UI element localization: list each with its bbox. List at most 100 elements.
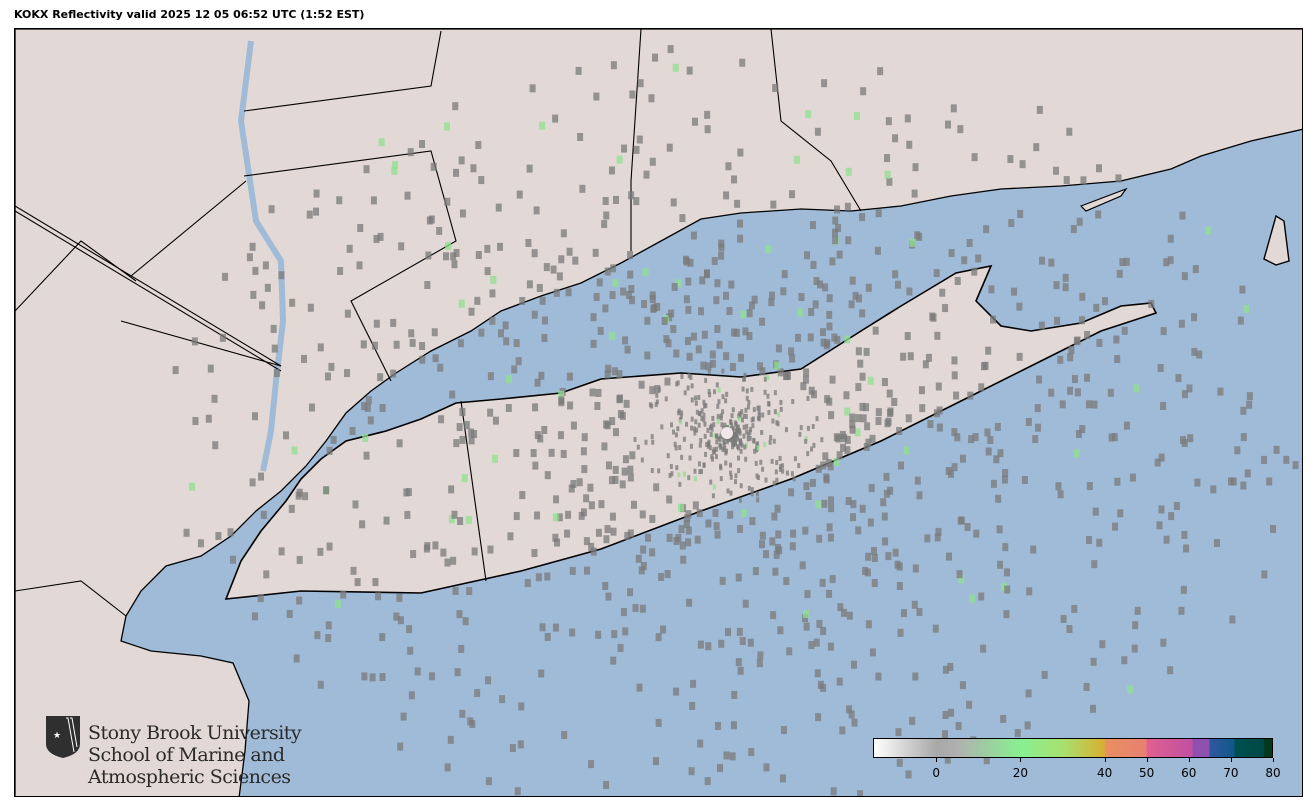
radar-echo [623, 399, 630, 408]
radar-echo [670, 198, 677, 207]
radar-echo [722, 441, 726, 447]
radar-echo [595, 528, 602, 537]
radar-echo [702, 399, 706, 405]
radar-echo [1076, 217, 1083, 226]
radar-echo [468, 436, 475, 445]
radar-echo [827, 462, 834, 471]
radar-echo [616, 395, 623, 404]
radar-echo [1055, 482, 1062, 491]
radar-echo [544, 632, 551, 641]
radar-echo [914, 476, 921, 485]
radar-echo [829, 575, 836, 584]
radar-echo [819, 578, 826, 587]
radar-echo [891, 397, 898, 406]
radar-echo [1016, 352, 1023, 361]
state-borders [15, 29, 862, 617]
radar-echo [871, 554, 878, 563]
radar-echo [737, 234, 744, 243]
radar-echo [950, 104, 957, 113]
radar-echo [517, 740, 524, 749]
colorbar-tick [1020, 758, 1022, 762]
radar-echo [756, 659, 763, 668]
radar-echo [748, 748, 755, 757]
radar-echo [956, 570, 963, 579]
radar-echo [1000, 582, 1007, 591]
colorbar-tick-label: 40 [1096, 766, 1113, 780]
logo-line-3: Atmospheric Sciences [88, 766, 291, 788]
radar-echo [780, 287, 787, 296]
radar-echo [748, 429, 752, 435]
radar-echo [453, 439, 460, 448]
radar-echo [804, 590, 811, 599]
radar-echo [655, 633, 662, 642]
radar-echo [785, 470, 789, 476]
radar-echo [697, 394, 701, 400]
radar-echo [566, 247, 573, 256]
radar-echo [959, 454, 966, 463]
radar-echo [567, 401, 574, 410]
radar-echo [1025, 417, 1032, 426]
radar-echo [791, 399, 795, 405]
radar-echo [809, 478, 816, 487]
radar-echo [296, 596, 303, 605]
radar-echo [1183, 544, 1190, 553]
map-title: KOKX Reflectivity valid 2025 12 05 06:52… [14, 8, 365, 21]
radar-echo [944, 120, 951, 129]
fishers-island [1079, 187, 1128, 212]
radar-echo [736, 219, 743, 228]
radar-echo [1240, 433, 1247, 442]
colorbar-tick-label: 80 [1265, 766, 1281, 780]
radar-echo [539, 121, 546, 130]
radar-echo [746, 309, 753, 318]
radar-echo [624, 531, 631, 540]
radar-echo [432, 541, 439, 550]
radar-echo [596, 278, 603, 287]
radar-echo [489, 316, 496, 325]
radar-echo [767, 401, 771, 407]
radar-echo [1210, 485, 1217, 494]
radar-echo [985, 346, 992, 355]
radar-echo [1036, 375, 1043, 384]
radar-echo [622, 336, 629, 345]
radar-echo [708, 392, 712, 398]
radar-map[interactable] [14, 28, 1303, 797]
radar-echo [822, 283, 829, 292]
radar-echo [724, 628, 731, 637]
radar-echo [712, 484, 716, 490]
radar-echo [768, 291, 775, 300]
radar-echo [788, 488, 795, 497]
radar-echo [820, 338, 827, 347]
radar-echo [740, 509, 747, 518]
radar-echo [711, 493, 715, 499]
radar-echo [212, 441, 219, 450]
radar-echo [1039, 256, 1046, 265]
radar-echo [1033, 143, 1040, 152]
radar-echo [590, 339, 597, 348]
radar-echo [865, 438, 872, 447]
radar-echo [766, 393, 770, 399]
colorbar-tick-label: 0 [932, 766, 940, 780]
radar-echo [806, 451, 810, 457]
radar-echo [556, 513, 563, 522]
radar-echo [885, 117, 892, 126]
radar-echo [857, 790, 864, 796]
radar-echo [450, 556, 457, 565]
radar-echo [679, 214, 686, 223]
radar-echo [833, 457, 840, 466]
radar-echo [957, 125, 964, 134]
radar-echo [471, 547, 478, 556]
radar-echo [756, 405, 760, 411]
radar-echo [603, 535, 610, 544]
colorbar-tick [1104, 758, 1106, 762]
radar-echo [475, 141, 482, 150]
radar-echo [628, 285, 635, 294]
radar-echo [705, 519, 712, 528]
radar-echo [752, 438, 756, 444]
radar-echo [1179, 211, 1186, 220]
radar-echo [997, 560, 1004, 569]
radar-echo [636, 444, 640, 450]
radar-echo [356, 261, 363, 270]
radar-echo [903, 446, 910, 455]
radar-echo [859, 504, 866, 513]
radar-echo [718, 251, 725, 260]
